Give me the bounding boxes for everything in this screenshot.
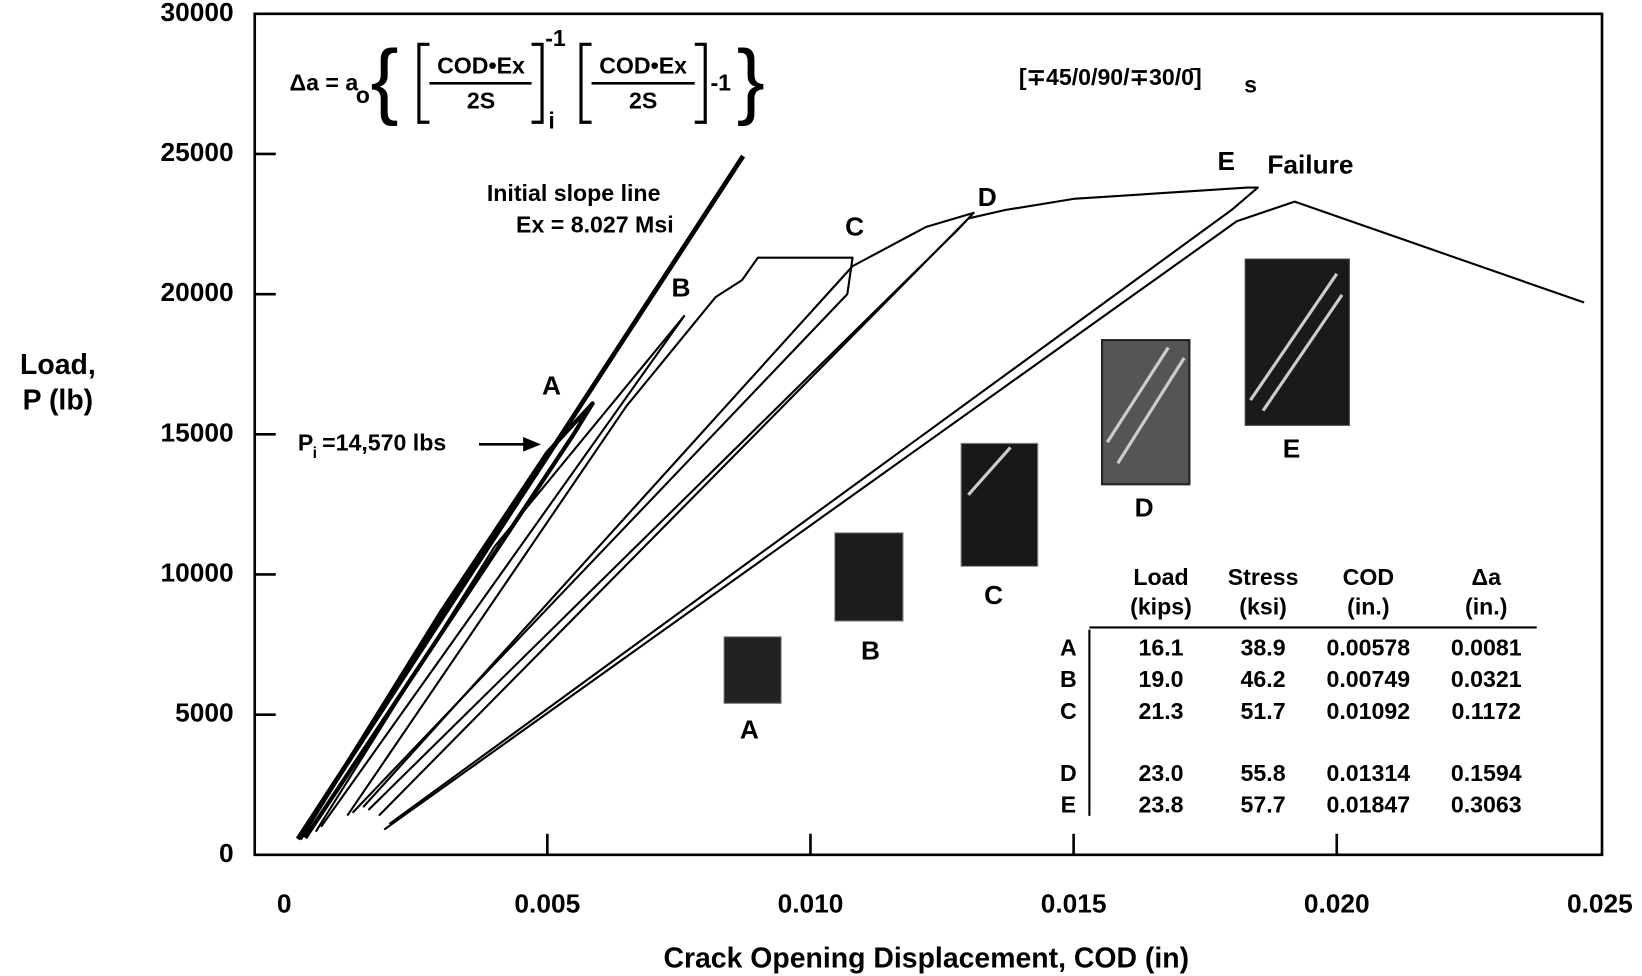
table-cell: 0.01092 xyxy=(1327,698,1411,724)
table-cell: 23.8 xyxy=(1138,792,1183,818)
table-cell: 0.0081 xyxy=(1451,635,1522,661)
specimen-image xyxy=(835,533,903,621)
table-cell: 0.1594 xyxy=(1451,760,1522,786)
table-header: Stress xyxy=(1228,564,1299,590)
y-tick-label: 0 xyxy=(219,838,234,868)
curve-label: B xyxy=(672,273,691,303)
y-tick-label: 20000 xyxy=(161,277,234,307)
specimen-image xyxy=(1102,340,1189,484)
table-header: (in.) xyxy=(1347,594,1389,620)
table-header: (in.) xyxy=(1465,594,1507,620)
x-tick-label: 0.025 xyxy=(1567,888,1633,918)
table-cell: 19.0 xyxy=(1138,666,1183,692)
layup: [∓45/0/90/∓30/0̄] xyxy=(1019,64,1202,90)
table-cell: 16.1 xyxy=(1138,635,1183,661)
x-tick-label: 0 xyxy=(277,888,292,918)
table-cell: 57.7 xyxy=(1241,792,1286,818)
y-tick-label: 5000 xyxy=(175,698,234,728)
specimen-label: D xyxy=(1135,493,1154,523)
table-cell: 0.3063 xyxy=(1451,792,1522,818)
y-tick-label: 10000 xyxy=(161,557,234,587)
plot-area xyxy=(298,156,1584,839)
eq-den: 2S xyxy=(629,87,657,113)
pi-value: =14,570 lbs xyxy=(322,429,446,455)
plot-frame xyxy=(255,14,1602,855)
y-tick-label: 15000 xyxy=(161,417,234,447)
table-header: Load xyxy=(1133,564,1188,590)
curve-label: Failure xyxy=(1267,149,1353,179)
brace: } xyxy=(737,33,765,127)
chart: A B C D E Crack Opening Displacement, CO… xyxy=(0,0,1642,976)
eq-sub: o xyxy=(356,82,370,108)
specimen-label: E xyxy=(1283,434,1301,464)
curve-label: A xyxy=(542,370,561,400)
slope-label: Initial slope line xyxy=(487,180,661,206)
eq-num: COD•Ex xyxy=(437,53,525,79)
series-line xyxy=(300,403,593,839)
curve-label: D xyxy=(978,182,997,212)
specimen-image xyxy=(1245,259,1349,425)
table-cell: 0.1172 xyxy=(1451,698,1521,724)
pi-sub: i xyxy=(313,445,317,462)
table-cell: 21.3 xyxy=(1138,698,1183,724)
eq-den: 2S xyxy=(467,87,495,113)
slope-modulus: Ex = 8.027 Msi xyxy=(516,212,674,238)
specimen-label: B xyxy=(861,636,880,666)
specimen-label: A xyxy=(740,715,759,745)
table-row-label: B xyxy=(1060,666,1077,692)
curve-label: C xyxy=(845,211,864,241)
eq-num: COD•Ex xyxy=(599,53,687,79)
table-cell: 23.0 xyxy=(1138,760,1183,786)
table-row-label: D xyxy=(1060,760,1077,786)
y-tick-label: 25000 xyxy=(161,137,234,167)
table-cell: 0.00578 xyxy=(1327,635,1411,661)
table-cell: 0.01847 xyxy=(1327,792,1411,818)
eq-exp: -1 xyxy=(710,69,731,95)
table-header: COD xyxy=(1343,564,1394,590)
specimen-image xyxy=(724,637,781,703)
table-cell: 0.01314 xyxy=(1327,760,1411,786)
table-row-label: A xyxy=(1060,635,1077,661)
table-cell: 46.2 xyxy=(1241,666,1286,692)
table: Load Stress COD Δa (kips) (ksi) (in.) (in.) A 16.… xyxy=(1060,564,1522,817)
x-axis-title: Crack Opening Displacement, COD (in) xyxy=(663,943,1189,975)
curve-label: E xyxy=(1217,146,1235,176)
table-cell: 0.00749 xyxy=(1327,666,1411,692)
table-cell: 0.0321 xyxy=(1451,666,1522,692)
table-cell: 38.9 xyxy=(1241,635,1286,661)
y-axis-title: Load, xyxy=(20,349,96,381)
eq-sub: i xyxy=(548,107,554,133)
x-tick-label: 0.015 xyxy=(1041,888,1107,918)
pi-label: P xyxy=(298,429,313,455)
eq-exp: -1 xyxy=(545,25,566,51)
pi-arrowhead xyxy=(523,437,541,452)
table-row-label: E xyxy=(1061,792,1076,818)
table-cell: 55.8 xyxy=(1241,760,1286,786)
series-line xyxy=(316,316,684,832)
equation: Δa = a o { } COD•Ex 2S -1 i COD•Ex 2S -1 xyxy=(289,25,764,133)
table-header: (ksi) xyxy=(1239,594,1287,620)
layup-sub: s xyxy=(1244,72,1257,98)
x-tick-label: 0.010 xyxy=(778,888,844,918)
y-tick-label: 30000 xyxy=(161,0,234,27)
table-header: Δa xyxy=(1471,564,1502,590)
series-line xyxy=(363,213,973,810)
eq-lhs: Δa = a xyxy=(289,69,359,95)
x-tick-label: 0.020 xyxy=(1304,888,1370,918)
table-cell: 51.7 xyxy=(1241,698,1286,724)
table-header: (kips) xyxy=(1130,594,1192,620)
brace: { xyxy=(371,33,399,127)
x-tick-label: 0.005 xyxy=(514,888,580,918)
table-row-label: C xyxy=(1060,698,1077,724)
y-axis-title: P (lb) xyxy=(23,385,93,417)
series-line xyxy=(347,258,852,816)
specimen-label: C xyxy=(984,580,1003,610)
